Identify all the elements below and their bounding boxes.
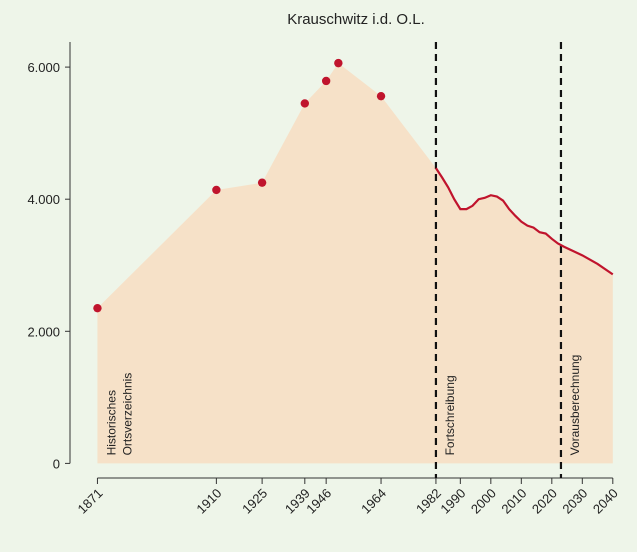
y-tick-label: 0 — [53, 456, 60, 471]
period-label-line: Historisches — [104, 390, 118, 455]
chart-title: Krauschwitz i.d. O.L. — [287, 11, 425, 28]
population-point — [376, 91, 386, 101]
population-point — [93, 303, 102, 313]
population-point — [321, 76, 331, 86]
population-point — [334, 58, 343, 68]
period-label-line: Ortsverzeichnis — [120, 373, 134, 456]
period-label: Historisches Ortsverzeichnis — [104, 373, 134, 456]
y-tick-label: 6.000 — [27, 60, 60, 75]
population-point — [257, 178, 267, 187]
period-label: Vorausberechnung — [568, 355, 582, 456]
population-line — [435, 167, 614, 276]
y-tick-label: 4.000 — [27, 192, 60, 207]
period-label: Fortschreibung — [443, 375, 457, 455]
population-point — [300, 99, 310, 108]
y-tick-label: 2.000 — [27, 324, 60, 339]
period-label-line: Fortschreibung — [443, 375, 457, 455]
population-point — [212, 185, 221, 195]
period-label-line: Vorausberechnung — [568, 355, 582, 456]
area — [97, 63, 613, 464]
